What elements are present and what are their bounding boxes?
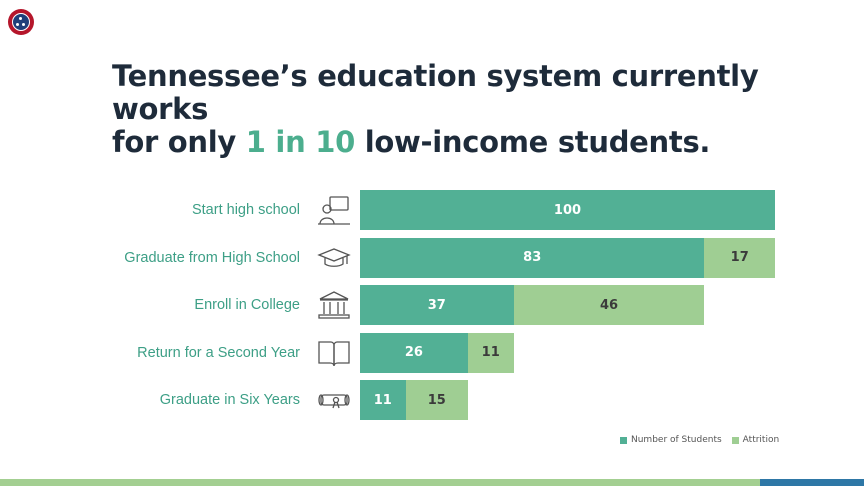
tristar-icon [12,13,30,31]
diploma-scroll-icon [316,384,352,416]
footer-bar-green [0,479,760,486]
data-label: 11 [481,345,500,360]
category-label: Start high school [191,202,300,218]
data-label: 17 [730,250,749,265]
category-label: Graduate from High School [124,249,300,266]
bar-attrition: 46 [513,285,705,325]
bar-students: 26 [360,332,468,373]
title-line-1: Tennessee’s education system currently w… [112,59,759,126]
title-line-2: for only 1 in 10 low-income students. [112,126,832,159]
tennessee-seal-logo [8,9,34,35]
bar-students: 37 [360,285,514,325]
open-book-icon [316,337,352,369]
college-building-icon [316,289,352,321]
bar-students: 83 [360,237,705,278]
legend-label-students: Number of Students [631,435,722,445]
data-label: 100 [553,202,582,218]
graduation-cap-icon [316,242,352,274]
legend-item-students: Number of Students [620,435,722,445]
legend-label-attrition: Attrition [742,435,780,445]
bar-attrition: 17 [704,237,775,278]
page-title: Tennessee’s education system currently w… [112,60,832,159]
bar-students: 11 [360,380,406,420]
legend-swatch-attrition [731,436,739,444]
student-at-desk-icon [316,194,352,226]
chart-legend: Number of Students Attrition [620,435,789,445]
bar-attrition: 11 [467,332,514,373]
title-highlight: 1 in 10 [245,125,356,159]
data-label: 83 [523,250,542,265]
legend-swatch-students [620,436,627,444]
bar-students: 100 [360,190,775,230]
category-label: Return for a Second Year [137,344,300,361]
category-label: Graduate in Six Years [159,392,300,408]
data-label: 46 [599,297,619,313]
title-line-2-prefix: for only [112,125,246,159]
data-label: 37 [427,297,446,313]
bar-attrition: 15 [405,380,468,420]
data-label: 11 [373,392,392,408]
data-label: 15 [427,392,446,408]
legend-item-attrition: Attrition [731,435,780,445]
data-label: 26 [404,345,423,360]
title-line-2-suffix: low-income students. [354,125,711,159]
category-label: Enroll in College [194,297,300,313]
footer-bar-blue [760,479,864,486]
